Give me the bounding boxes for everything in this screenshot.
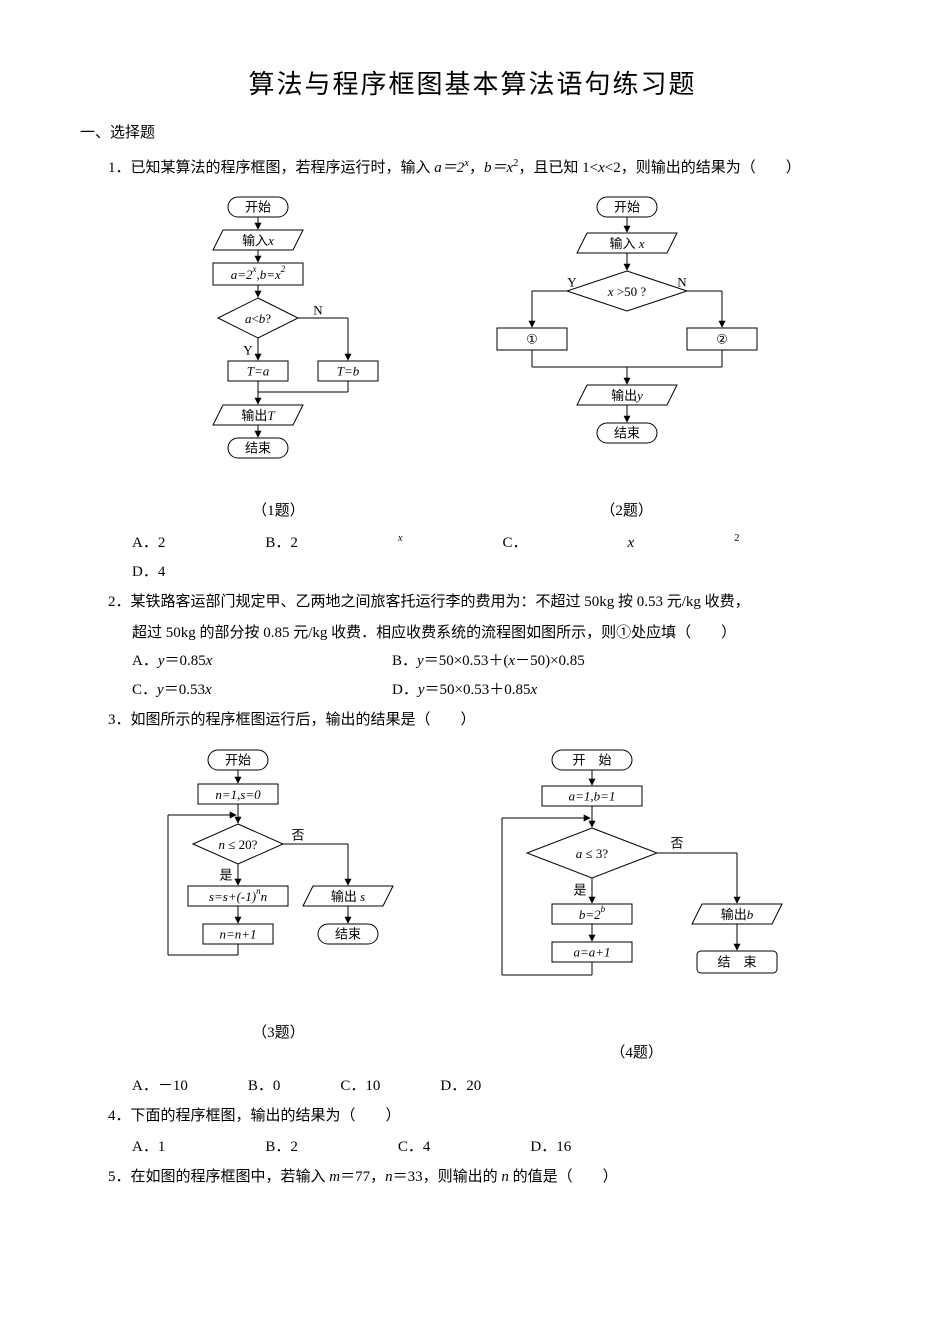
svg-text:结 束: 结 束	[717, 954, 756, 969]
flowchart-1: 开始 输入x a=2x,b=x2 a<b? Y T=a N T=b	[168, 192, 388, 525]
q4-text: 下面的程序框图，输出的结果为（ ）	[131, 1108, 401, 1124]
q4-options: A．1 B．2 C．4 D．16	[132, 1133, 865, 1162]
q5-n-val: ＝33，则输出的	[393, 1169, 502, 1185]
section-heading: 一、选择题	[80, 119, 865, 148]
svg-text:结束: 结束	[245, 441, 271, 456]
q1-opt-d: D．4	[132, 558, 165, 587]
svg-text:输入 x: 输入 x	[609, 236, 644, 251]
q1-num: 1．	[108, 160, 131, 176]
flowchart-3: 开始 n=1,s=0 n ≤ 20? 是 s=s+(-1)nn n=n+1 否	[148, 745, 408, 1068]
svg-text:a=1,b=1: a=1,b=1	[568, 788, 615, 803]
svg-text:输入x: 输入x	[242, 233, 274, 248]
svg-text:a ≤ 3?: a ≤ 3?	[575, 845, 608, 860]
q3-num: 3．	[108, 712, 131, 728]
question-3: 3．如图所示的程序框图运行后，输出的结果是（ ）	[108, 706, 865, 735]
q2-num: 2．	[108, 594, 131, 610]
flowchart-4-svg: 开 始 a=1,b=1 a ≤ 3? 是 b=2b a=a+1 否	[477, 745, 797, 1025]
flowchart-4: 开 始 a=1,b=1 a ≤ 3? 是 b=2b a=a+1 否	[477, 745, 797, 1068]
svg-text:输出y: 输出y	[611, 388, 643, 403]
q5-text-b: 的值是（ ）	[509, 1169, 618, 1185]
q5-m: m	[329, 1169, 340, 1185]
svg-text:否: 否	[292, 827, 305, 842]
q4-opt-b: B．2	[265, 1133, 298, 1162]
question-2: 2．某铁路客运部门规定甲、乙两地之间旅客托运行李的费用为：不超过 50kg 按 …	[108, 588, 865, 617]
svg-text:输出b: 输出b	[720, 906, 753, 921]
svg-text:a<b?: a<b?	[245, 311, 271, 326]
svg-text:否: 否	[670, 835, 683, 850]
q5-n2: n	[501, 1169, 509, 1185]
q2-opt-d: D．y＝50×0.53＋0.85x	[392, 676, 537, 705]
svg-text:开始: 开始	[225, 752, 251, 767]
fc2-caption: （2题）	[477, 497, 777, 526]
q2-line2: 超过 50kg 的部分按 0.85 元/kg 收费．相应收费系统的流程图如图所示…	[132, 619, 865, 648]
q5-text-a: 在如图的程序框图中，若输入	[131, 1169, 330, 1185]
svg-text:②: ②	[716, 332, 728, 347]
q1-text-a: 已知某算法的程序框图，若程序运行时，输入	[131, 160, 435, 176]
q3-opt-c: C．10	[340, 1072, 380, 1101]
svg-text:n=1,s=0: n=1,s=0	[216, 786, 262, 801]
svg-text:结束: 结束	[335, 926, 361, 941]
svg-text:输出 s: 输出 s	[331, 888, 365, 903]
q2-line1: 某铁路客运部门规定甲、乙两地之间旅客托运行李的费用为：不超过 50kg 按 0.…	[131, 594, 750, 610]
svg-text:是: 是	[220, 867, 233, 882]
svg-text:n=n+1: n=n+1	[220, 926, 257, 941]
q1-text-b: ，且已知 1<	[518, 160, 598, 176]
q2-options: A．y＝0.85x B．y＝50×0.53＋(x－50)×0.85 C．y＝0.…	[132, 647, 865, 704]
q1-x: x	[598, 160, 605, 176]
figure-row-2: 开始 n=1,s=0 n ≤ 20? 是 s=s+(-1)nn n=n+1 否	[80, 745, 865, 1068]
q3-text: 如图所示的程序框图运行后，输出的结果是（ ）	[131, 712, 476, 728]
q1-c1: ，	[469, 160, 484, 176]
svg-text:Y: Y	[244, 343, 254, 358]
q4-opt-d: D．16	[530, 1133, 571, 1162]
q1-opt-c: C．x2	[503, 529, 740, 558]
svg-text:a=a+1: a=a+1	[573, 944, 610, 959]
q3-opt-a: A．－10	[132, 1072, 188, 1101]
flowchart-2: 开始 输入 x x >50 ? Y ① N ②	[477, 192, 777, 525]
q4-num: 4．	[108, 1108, 131, 1124]
q4-opt-a: A．1	[132, 1133, 165, 1162]
q2-opt-b: B．y＝50×0.53＋(x－50)×0.85	[392, 647, 585, 676]
svg-text:x >50 ?: x >50 ?	[606, 284, 646, 299]
question-4: 4．下面的程序框图，输出的结果为（ ）	[108, 1102, 865, 1131]
svg-text:a=2x,b=x2: a=2x,b=x2	[231, 264, 286, 282]
svg-text:n ≤ 20?: n ≤ 20?	[219, 836, 258, 851]
svg-text:开 始: 开 始	[572, 752, 611, 767]
question-5: 5．在如图的程序框图中，若输入 m＝77，n＝33，则输出的 n 的值是（ ）	[108, 1163, 865, 1192]
q1-text-c: <2，则输出的结果为（ ）	[605, 160, 801, 176]
page-title: 算法与程序框图基本算法语句练习题	[80, 60, 865, 109]
q5-m-val: ＝77，	[340, 1169, 385, 1185]
svg-text:是: 是	[573, 882, 586, 897]
question-1: 1．已知某算法的程序框图，若程序运行时，输入 a＝2x，b＝x2，且已知 1<x…	[108, 154, 865, 183]
flowchart-1-svg: 开始 输入x a=2x,b=x2 a<b? Y T=a N T=b	[168, 192, 388, 482]
svg-text:输出T: 输出T	[242, 408, 276, 423]
svg-text:①: ①	[526, 332, 538, 347]
flowchart-3-svg: 开始 n=1,s=0 n ≤ 20? 是 s=s+(-1)nn n=n+1 否	[148, 745, 408, 1005]
svg-text:结束: 结束	[614, 426, 640, 441]
fc1-caption: （1题）	[168, 497, 388, 526]
q1-b-expr: b＝x	[484, 160, 513, 176]
q2-opt-c: C．y＝0.53x	[132, 676, 392, 705]
q1-opt-b: B．2x	[265, 529, 402, 558]
q1-options: A．2 B．2x C．x2 D．4	[132, 529, 865, 586]
svg-text:开始: 开始	[614, 200, 640, 215]
svg-text:T=a: T=a	[247, 364, 270, 379]
svg-text:T=b: T=b	[337, 364, 360, 379]
q3-options: A．－10 B．0 C．10 D．20	[132, 1072, 865, 1101]
svg-text:N: N	[314, 303, 324, 318]
q1-opt-a: A．2	[132, 529, 165, 558]
figure-row-1: 开始 输入x a=2x,b=x2 a<b? Y T=a N T=b	[80, 192, 865, 525]
svg-text:N: N	[677, 275, 687, 290]
q1-a-expr: a＝2	[434, 160, 464, 176]
q3-opt-d: D．20	[440, 1072, 481, 1101]
svg-text:Y: Y	[567, 275, 577, 290]
fc1-start: 开始	[245, 200, 271, 215]
q5-num: 5．	[108, 1169, 131, 1185]
fc3-caption: （3题）	[148, 1019, 408, 1048]
q5-n: n	[385, 1169, 393, 1185]
q3-opt-b: B．0	[248, 1072, 281, 1101]
fc4-caption: （4题）	[477, 1039, 797, 1068]
flowchart-2-svg: 开始 输入 x x >50 ? Y ① N ②	[477, 192, 777, 482]
q4-opt-c: C．4	[398, 1133, 431, 1162]
q2-opt-a: A．y＝0.85x	[132, 647, 392, 676]
